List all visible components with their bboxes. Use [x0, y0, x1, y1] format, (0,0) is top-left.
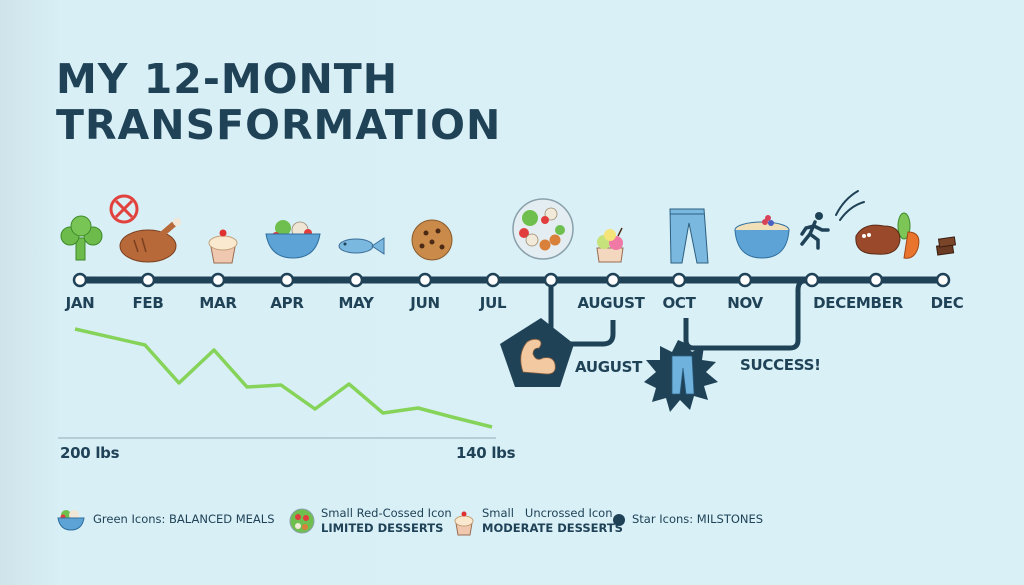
chocolate-icon	[935, 236, 957, 256]
flexed-bicep-icon	[520, 338, 556, 375]
node-mar	[210, 272, 226, 288]
cupcake-icon	[454, 511, 474, 536]
cupcake-icon	[208, 229, 238, 264]
month-label-nov: NOV	[727, 294, 763, 312]
runner-icon	[800, 212, 830, 250]
legend-item-moderate-desserts: Small Uncrossed Icon MODERATE DESSERTS	[452, 506, 623, 536]
weight-line	[74, 327, 493, 429]
milestone-badge-success	[644, 340, 718, 412]
fish-icon	[338, 237, 385, 255]
node-jul	[485, 272, 501, 288]
node-junction	[543, 272, 559, 288]
month-label-jan: JAN	[65, 294, 95, 312]
node-dec-junction	[804, 272, 820, 288]
steak-vegetables-icon	[855, 212, 920, 259]
month-label-jun: JUN	[410, 294, 440, 312]
legend-text-limited-line1: Small Red-Cossed Icon	[321, 506, 452, 520]
node-feb	[140, 272, 156, 288]
legend-text-limited-line2: LIMITED DESSERTS	[321, 521, 444, 535]
node-jan	[72, 272, 88, 288]
month-label-oct: OCT	[662, 294, 696, 312]
jeans-icon	[671, 355, 695, 395]
weight-end-label: 140 lbs	[456, 444, 516, 462]
month-label-feb: FEB	[132, 294, 164, 312]
month-label-august: AUGUST	[577, 294, 645, 312]
node-december	[868, 272, 884, 288]
milestone-label-august: AUGUST	[575, 358, 643, 376]
node-dec	[935, 272, 951, 288]
legend-item-limited-desserts: Small Red-Cossed Icon LIMITED DESSERTS	[288, 506, 452, 536]
node-apr	[279, 272, 295, 288]
milestone-label-success: SUCCESS!	[740, 356, 821, 374]
node-august	[605, 272, 621, 288]
legend-text-moderate-line2: MODERATE DESSERTS	[482, 521, 623, 535]
title-line-1: MY 12-MONTH	[56, 55, 399, 103]
connector-august-milestone	[555, 320, 616, 347]
title-line-2: TRANSFORMATION	[56, 101, 502, 149]
salad-bowl-icon	[265, 220, 321, 259]
motion-lines-icon	[835, 190, 865, 221]
node-oct	[671, 272, 687, 288]
page-title: MY 12-MONTH TRANSFORMATION	[56, 56, 501, 148]
roast-chicken-icon	[119, 218, 181, 263]
oatmeal-bowl-icon	[734, 215, 790, 259]
weight-start-label: 200 lbs	[60, 444, 120, 462]
milestone-badge-august	[500, 318, 574, 387]
timeline-nodes	[72, 272, 951, 288]
dot-icon	[613, 513, 625, 526]
month-label-december: DECEMBER	[813, 294, 903, 312]
month-label-jul: JUL	[479, 294, 507, 312]
legend-item-balanced-meals: Green Icons: BALANCED MEALS	[56, 506, 275, 532]
legend-item-milestones: Star Icons: MILSTONES	[612, 512, 763, 527]
broccoli-icon	[60, 215, 103, 261]
jeans-icon	[669, 208, 709, 264]
month-label-apr: APR	[270, 294, 304, 312]
veggie-plate-icon	[289, 508, 315, 534]
legend-text-milestones: Star Icons: MILSTONES	[632, 512, 764, 526]
cross-icon	[109, 194, 139, 224]
node-nov	[737, 272, 753, 288]
node-may	[348, 272, 364, 288]
ice-cream-icon	[596, 227, 624, 263]
salad-bowl-icon	[57, 510, 85, 531]
balanced-plate-icon	[512, 198, 574, 260]
node-jun	[417, 272, 433, 288]
cookie-icon	[411, 219, 453, 261]
legend-text-moderate-line1: Small Uncrossed Icon	[482, 506, 613, 520]
month-label-mar: MAR	[199, 294, 237, 312]
legend-text-balanced-meals: Green Icons: BALANCED MEALS	[93, 511, 275, 526]
month-label-may: MAY	[338, 294, 374, 312]
month-label-dec: DEC	[930, 294, 964, 312]
